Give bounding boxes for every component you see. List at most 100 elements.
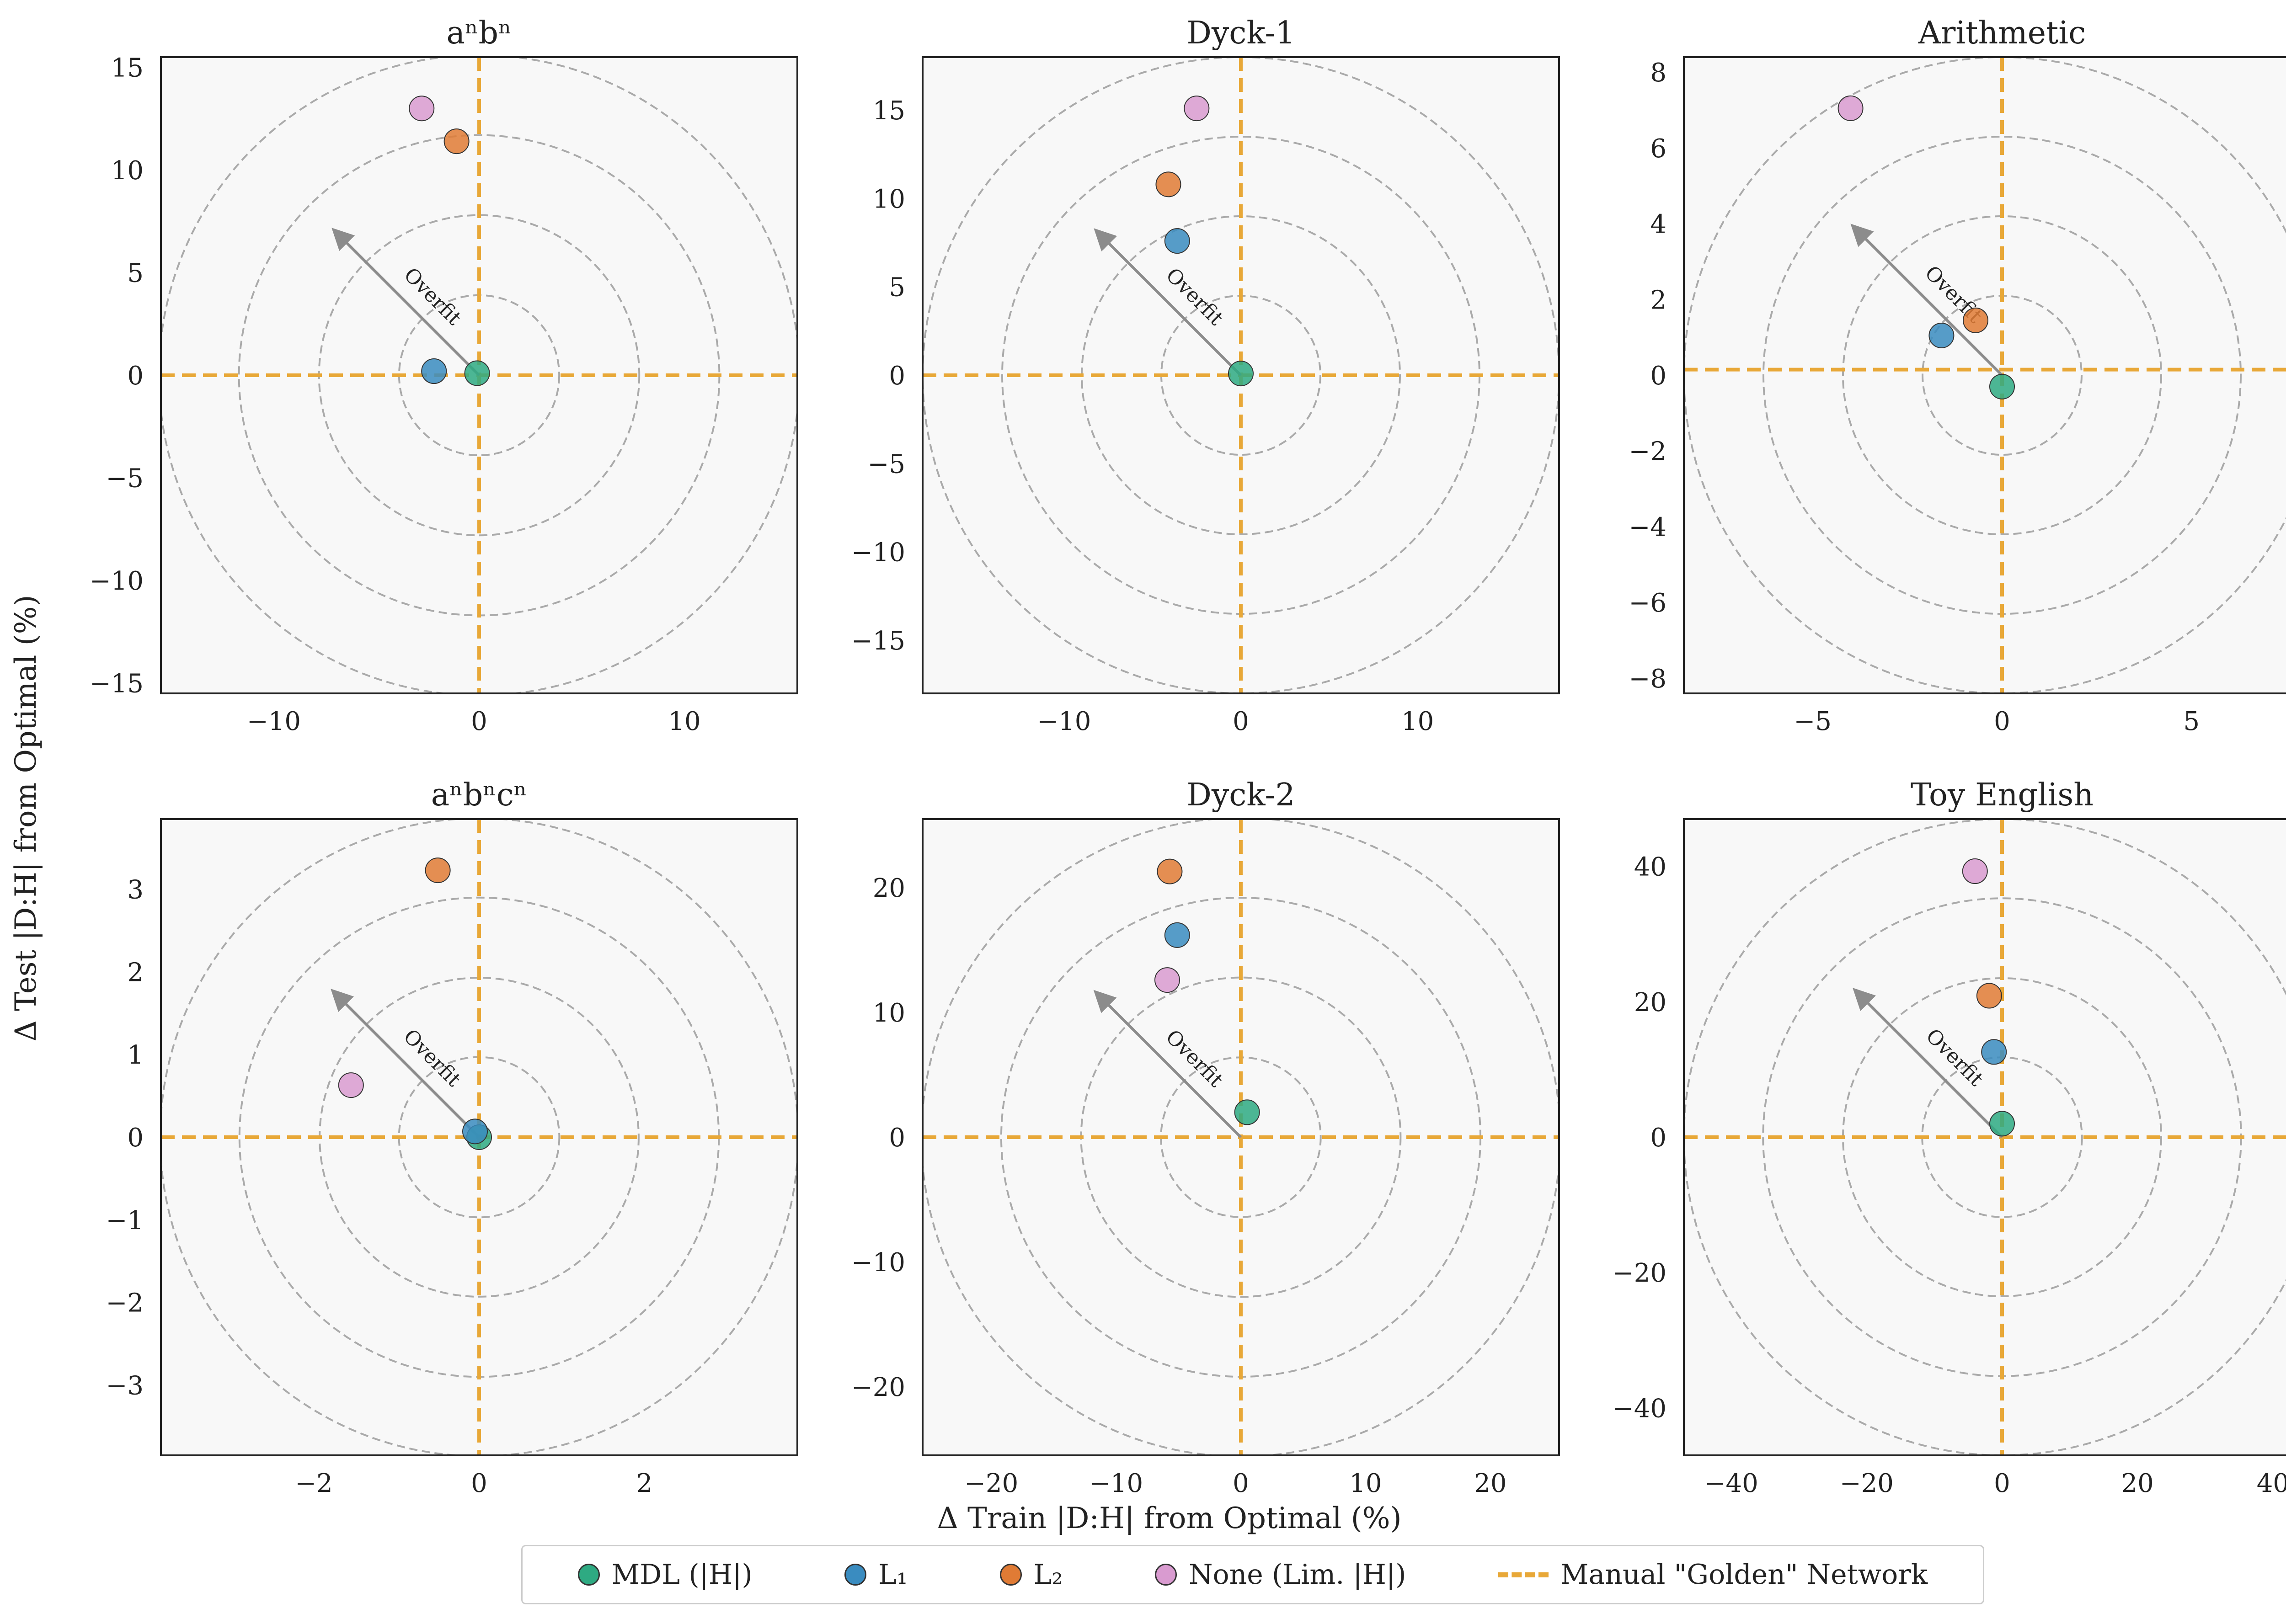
y-tick-label: −15 xyxy=(851,626,905,656)
overfit-arrow xyxy=(1093,990,1242,1139)
overfit-arrow xyxy=(1850,224,2003,377)
panel-plot-area: Overfit xyxy=(923,57,1559,693)
overfit-arrow xyxy=(331,228,481,377)
x-tick-label: 0 xyxy=(471,707,487,736)
panel-frame xyxy=(922,56,1560,694)
y-tick-label: 0 xyxy=(127,1123,144,1153)
y-tick-label: −1 xyxy=(106,1206,144,1235)
x-tick-label: −20 xyxy=(964,1469,1018,1498)
y-tick-label: 2 xyxy=(1650,285,1666,315)
panel-frame xyxy=(1683,818,2286,1456)
data-point-l2 xyxy=(443,128,470,154)
panel-frame xyxy=(922,818,1560,1456)
data-point-l1 xyxy=(1164,228,1190,254)
y-tick-label: 3 xyxy=(127,875,144,905)
data-point-mdl xyxy=(1989,373,2015,399)
y-tick-label: 8 xyxy=(1650,58,1666,88)
x-tick-label: 0 xyxy=(471,1469,487,1498)
data-point-mdl xyxy=(464,360,490,386)
data-point-none xyxy=(1837,95,1864,121)
panel-frame xyxy=(160,56,798,694)
y-tick-label: 0 xyxy=(127,361,144,391)
legend-item-l1: L₁ xyxy=(844,1559,908,1591)
overfit-arrow xyxy=(1094,228,1242,377)
y-tick-label: −2 xyxy=(106,1289,144,1318)
x-tick-label: 2 xyxy=(636,1469,653,1498)
data-point-l2 xyxy=(1155,171,1181,197)
data-point-l1 xyxy=(1981,1039,2007,1065)
y-tick-label: 15 xyxy=(111,53,144,83)
x-tick-label: 10 xyxy=(1401,707,1434,736)
x-tick-label: 20 xyxy=(2121,1469,2154,1498)
y-tick-label: 0 xyxy=(889,361,905,391)
x-tick-label: −10 xyxy=(1089,1469,1143,1498)
panel-background xyxy=(1684,57,2286,693)
x-tick-label: 10 xyxy=(1349,1469,1382,1498)
legend: MDL (|H|) L₁ L₂ None (Lim. |H|) Manual "… xyxy=(521,1545,1984,1604)
y-tick-label: 0 xyxy=(1650,1123,1666,1153)
data-point-l2 xyxy=(425,857,451,884)
y-tick-label: 40 xyxy=(1634,852,1666,882)
x-tick-label: −2 xyxy=(295,1469,333,1498)
x-tick-label: −20 xyxy=(1840,1469,1894,1498)
y-tick-label: −20 xyxy=(1613,1258,1666,1288)
x-tick-label: 0 xyxy=(1233,1469,1249,1498)
y-tick-label: −40 xyxy=(1613,1394,1666,1423)
legend-label-none: None (Lim. |H|) xyxy=(1189,1559,1406,1591)
legend-marker-mdl xyxy=(577,1564,600,1586)
panel-frame xyxy=(1683,56,2286,694)
legend-item-l2: L₂ xyxy=(999,1559,1063,1591)
data-point-l2 xyxy=(1976,983,2002,1009)
y-tick-label: 10 xyxy=(873,184,905,214)
y-tick-label: −8 xyxy=(1629,664,1666,694)
data-point-l2 xyxy=(1963,307,1988,333)
data-point-l2 xyxy=(1157,858,1183,884)
panel-2: Overfit Dyck-1 −10 0 10 −15 −10 −5 0 5 10 15 xyxy=(851,15,1560,736)
y-tick-label: −10 xyxy=(851,1248,905,1278)
y-tick-label: −3 xyxy=(106,1371,144,1400)
panel-5: Overfit Dyck-2 −20 −10 0 10 20 −20 −10 0 10 20 xyxy=(851,777,1560,1498)
data-point-mdl xyxy=(1989,1111,2015,1137)
legend-marker-l2 xyxy=(999,1564,1022,1586)
y-tick-label: 1 xyxy=(127,1040,144,1070)
y-tick-label: −2 xyxy=(1629,437,1666,467)
data-point-l1 xyxy=(462,1118,488,1145)
panel-frame xyxy=(160,818,798,1456)
x-tick-label: 10 xyxy=(668,707,700,736)
x-tick-label: 20 xyxy=(1474,1469,1506,1498)
x-tick-label: −10 xyxy=(247,707,301,736)
data-point-mdl xyxy=(1234,1099,1260,1125)
panel-plot-area: Overfit xyxy=(923,819,1559,1455)
data-point-mdl xyxy=(1228,361,1254,387)
x-tick-label: 5 xyxy=(2183,707,2200,736)
y-axis-label: Δ Test |D:H| from Optimal (%) xyxy=(9,595,43,1042)
panel-title: Arithmetic xyxy=(1918,15,2086,51)
y-tick-label: −5 xyxy=(867,449,905,479)
y-tick-label: 5 xyxy=(889,273,905,303)
data-point-none xyxy=(1154,967,1180,993)
x-tick-label: 0 xyxy=(1233,707,1249,736)
panel-title: Toy English xyxy=(1911,777,2094,813)
data-point-l1 xyxy=(1164,922,1190,948)
panel-title: Dyck-2 xyxy=(1186,777,1295,813)
overfit-arrow xyxy=(1853,988,2003,1139)
data-point-l1 xyxy=(1928,323,1955,348)
y-tick-label: 0 xyxy=(889,1123,905,1153)
y-tick-label: −10 xyxy=(851,538,905,568)
y-tick-label: −10 xyxy=(90,566,144,596)
y-tick-label: 0 xyxy=(1650,361,1666,391)
legend-label-golden: Manual "Golden" Network xyxy=(1560,1559,1928,1591)
y-tick-label: −6 xyxy=(1629,588,1666,618)
data-point-none xyxy=(1962,858,1988,884)
y-tick-label: 10 xyxy=(873,998,905,1028)
y-tick-label: −15 xyxy=(90,669,144,699)
y-tick-label: −5 xyxy=(106,464,144,494)
y-tick-label: 20 xyxy=(1634,988,1666,1017)
y-tick-label: 2 xyxy=(127,958,144,987)
data-point-none xyxy=(1184,96,1210,122)
data-point-l1 xyxy=(421,358,447,384)
x-tick-label: 40 xyxy=(2257,1469,2286,1498)
